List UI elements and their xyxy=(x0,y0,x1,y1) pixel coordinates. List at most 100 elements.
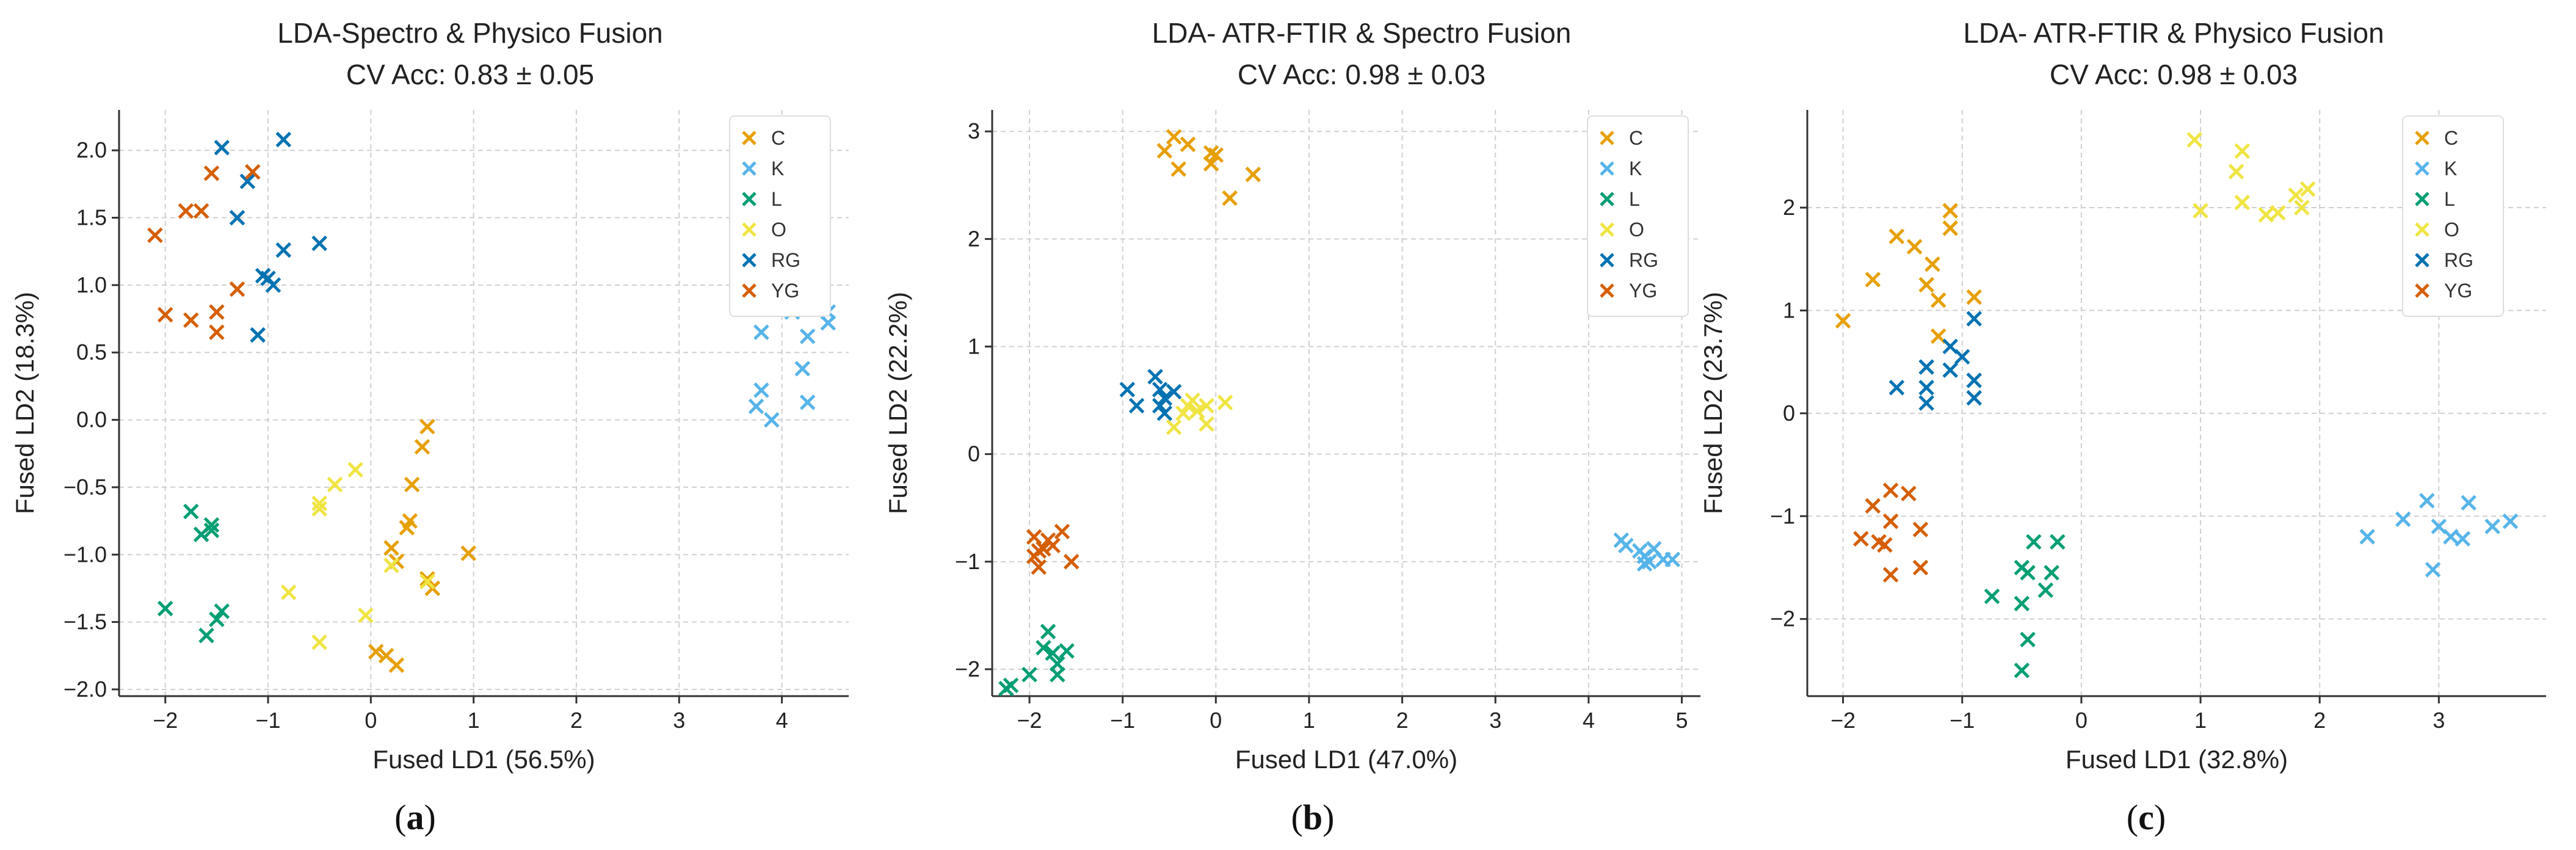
x-tick-label: −2 xyxy=(1017,708,1042,733)
x-tick-label: −2 xyxy=(153,708,178,733)
data-point-L xyxy=(2044,565,2059,581)
legend-label-C: C xyxy=(1629,127,1643,149)
data-point-RG xyxy=(1942,362,1958,378)
series-K xyxy=(1613,532,1680,572)
x-tick-label: 2 xyxy=(570,708,582,733)
data-point-L xyxy=(157,600,173,617)
grid xyxy=(992,110,1700,696)
chart-title: LDA-Spectro & Physico Fusion xyxy=(277,17,663,49)
data-point-RG xyxy=(1966,390,1982,406)
data-point-C xyxy=(1180,136,1196,153)
data-point-K xyxy=(2425,562,2441,578)
data-point-O xyxy=(347,462,363,478)
data-point-K xyxy=(753,382,769,398)
data-point-K xyxy=(2461,495,2476,511)
data-point-RG xyxy=(1918,359,1934,375)
data-point-L xyxy=(198,627,214,644)
data-point-RG xyxy=(1119,382,1136,398)
legend-marker-L xyxy=(2415,192,2429,206)
data-point-C xyxy=(1156,143,1173,159)
data-point-O xyxy=(2234,194,2251,211)
chart-panel-a: LDA-Spectro & Physico Fusion CV Acc: 0.83… xyxy=(10,17,849,837)
data-point-RG xyxy=(1888,379,1905,396)
data-point-C xyxy=(404,476,420,493)
series-K xyxy=(2359,493,2519,578)
data-point-YG xyxy=(1882,482,1899,498)
x-tick-label: 3 xyxy=(1489,708,1501,733)
data-point-O xyxy=(2193,203,2208,219)
data-point-RG xyxy=(239,173,256,189)
x-tick-label: 3 xyxy=(673,708,685,733)
data-point-K xyxy=(2484,518,2500,534)
legend-marker-YG xyxy=(742,283,756,298)
chart-panel-c: LDA- ATR-FTIR & Physico Fusion CV Acc: 0.… xyxy=(1699,17,2546,837)
y-axis-label: Fused LD2 (23.7%) xyxy=(1699,292,1727,514)
data-point-L xyxy=(203,522,220,539)
data-point-RG xyxy=(250,327,266,343)
data-point-YG xyxy=(147,227,163,244)
data-point-YG xyxy=(1063,554,1079,570)
data-point-RG xyxy=(1128,398,1145,414)
panel-caption-letter: c xyxy=(2138,797,2154,837)
data-point-O xyxy=(311,495,327,512)
data-point-C xyxy=(1942,203,1958,219)
data-point-O xyxy=(2186,132,2203,148)
data-point-O xyxy=(1185,392,1200,409)
data-point-K xyxy=(2454,531,2471,547)
y-tick-label: 3 xyxy=(968,118,980,143)
series-RG xyxy=(1888,311,1982,411)
data-point-YG xyxy=(157,307,173,323)
chart-title: LDA- ATR-FTIR & Spectro Fusion xyxy=(1152,17,1572,49)
data-point-L xyxy=(1050,667,1065,683)
x-tick-label: −1 xyxy=(256,708,281,733)
data-point-YG xyxy=(178,203,194,219)
data-point-RG xyxy=(1918,395,1934,411)
legend-label-RG: RG xyxy=(2444,249,2473,271)
x-tick-label: −1 xyxy=(1110,708,1135,733)
data-point-C xyxy=(1942,220,1958,236)
legend-label-L: L xyxy=(2444,188,2455,210)
data-point-K xyxy=(748,398,764,415)
panel-caption: (b) xyxy=(1291,797,1335,837)
legend-marker-RG xyxy=(1600,253,1614,267)
series-YG xyxy=(1026,523,1079,575)
data-point-C xyxy=(1966,289,1982,305)
panel-caption-letter: b xyxy=(1303,797,1322,837)
data-point-C xyxy=(399,520,415,536)
series-L xyxy=(1984,534,2066,678)
legend-label-YG: YG xyxy=(1629,280,1657,302)
x-tick-label: 1 xyxy=(468,708,480,733)
data-point-RG xyxy=(1966,311,1982,327)
data-point-C xyxy=(1888,228,1905,244)
data-point-C xyxy=(388,657,405,674)
y-tick-label: −1.5 xyxy=(63,609,107,634)
series-L xyxy=(998,623,1075,697)
data-point-O xyxy=(311,634,327,650)
data-point-O xyxy=(280,584,297,600)
data-point-RG xyxy=(1152,382,1168,398)
series-RG xyxy=(1119,369,1182,421)
data-point-O xyxy=(311,501,327,517)
panel-caption: (c) xyxy=(2127,797,2166,837)
x-tick-label: 4 xyxy=(776,708,788,733)
data-point-O xyxy=(2299,181,2316,197)
data-point-RG xyxy=(275,131,292,148)
legend-label-YG: YG xyxy=(2444,280,2472,302)
data-point-C xyxy=(1222,190,1238,206)
data-point-L xyxy=(1021,667,1037,683)
data-point-RG xyxy=(275,242,292,258)
data-point-L xyxy=(2026,534,2042,550)
data-point-L xyxy=(2014,663,2030,678)
data-point-O xyxy=(419,573,435,590)
data-point-C xyxy=(1930,292,1947,308)
data-point-K xyxy=(1636,556,1653,572)
legend-marker-RG xyxy=(742,253,756,267)
x-tick-label: 1 xyxy=(2194,708,2207,733)
legend-label-L: L xyxy=(1629,188,1640,210)
data-point-K xyxy=(1618,537,1634,554)
data-point-L xyxy=(1040,623,1056,640)
data-point-K xyxy=(763,412,780,428)
series-C xyxy=(1156,129,1261,206)
